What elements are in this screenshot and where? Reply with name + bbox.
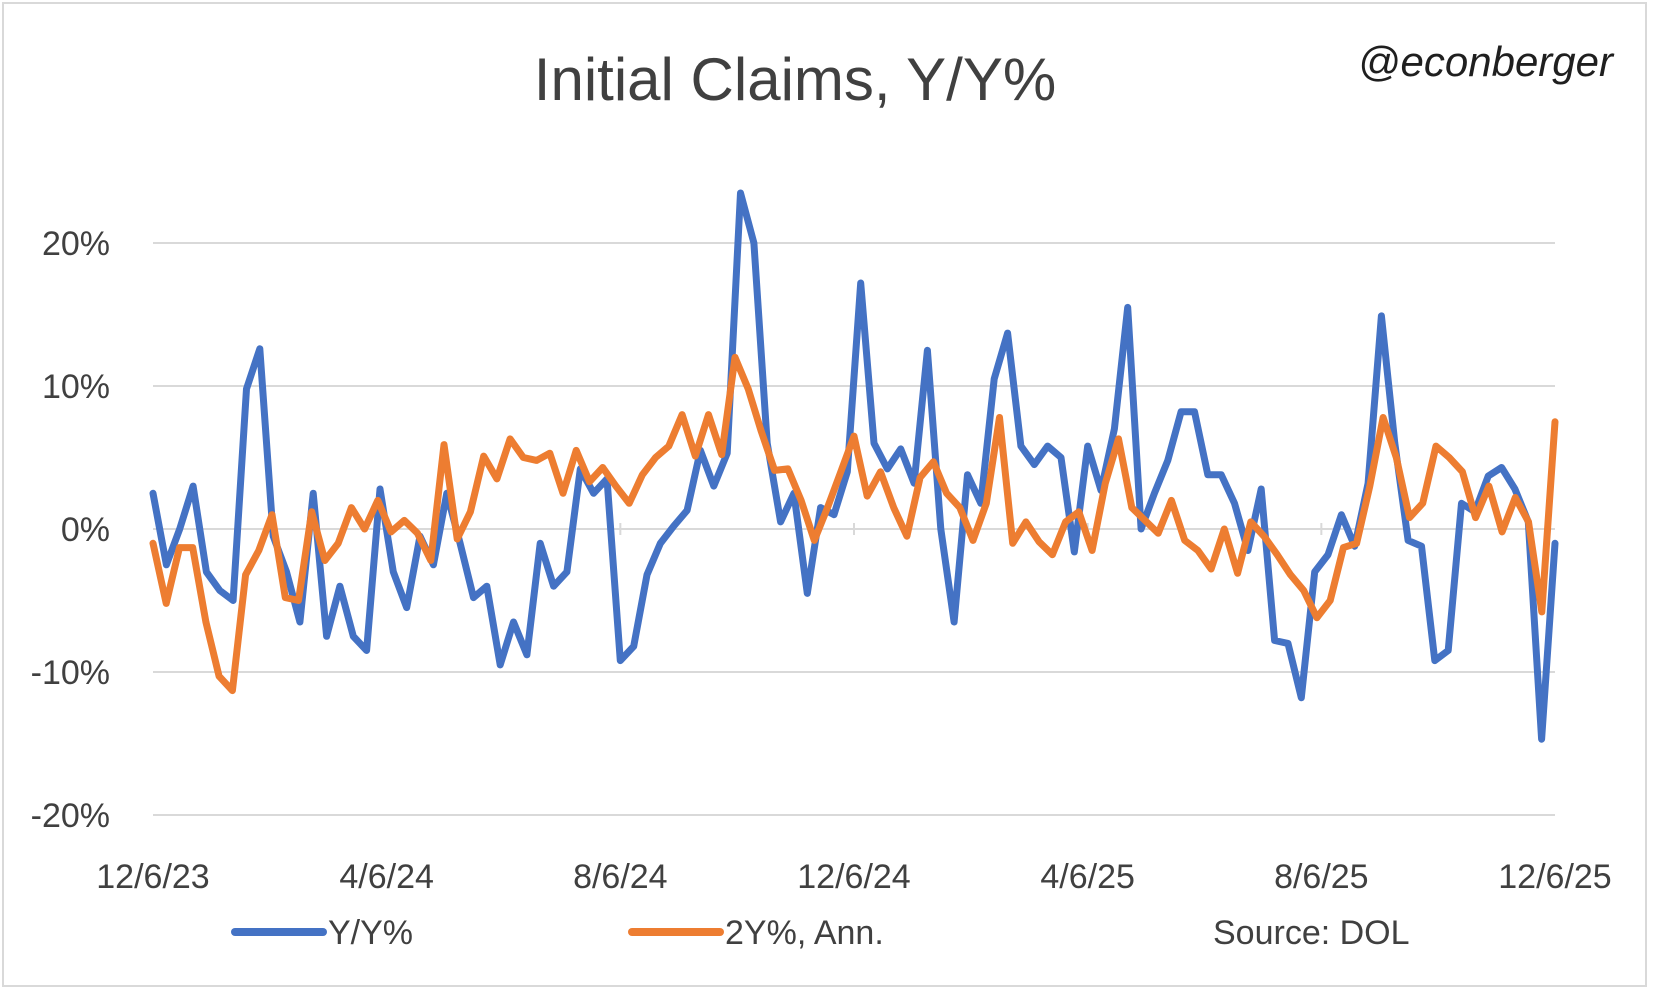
legend-label-yoy: Y/Y%	[328, 914, 413, 952]
x-tick-label: 8/6/25	[1274, 858, 1369, 896]
y-tick-label: 10%	[42, 368, 110, 406]
y-tick-label: 20%	[42, 225, 110, 263]
source-note: Source: DOL	[1213, 914, 1410, 952]
y-tick-label: -10%	[31, 654, 110, 692]
x-tick-label: 12/6/24	[797, 858, 910, 896]
legend-label-two-year: 2Y%, Ann.	[725, 914, 884, 952]
y-axis-ticks: 20% 10% 0% -10% -20%	[31, 225, 110, 835]
series-lines	[149, 189, 1559, 743]
y-tick-label: 0%	[61, 511, 110, 549]
x-tick-label: 4/6/24	[339, 858, 434, 896]
x-tick-label: 12/6/25	[1498, 858, 1611, 896]
x-tick-label: 4/6/25	[1040, 858, 1135, 896]
author-handle: @econberger	[1357, 38, 1613, 85]
x-tick-label: 12/6/23	[96, 858, 209, 896]
chart-title: Initial Claims, Y/Y%	[533, 46, 1057, 113]
x-axis-ticks: 12/6/23 4/6/24 8/6/24 12/6/24 4/6/25 8/6/25 12…	[96, 523, 1612, 896]
x-tick-label: 8/6/24	[573, 858, 668, 896]
series-line-yoy	[149, 189, 1559, 743]
y-tick-label: -20%	[31, 797, 110, 835]
legend: Y/Y% 2Y%, Ann. Source: DOL	[231, 914, 1410, 952]
series-line-two-year	[149, 353, 1559, 695]
